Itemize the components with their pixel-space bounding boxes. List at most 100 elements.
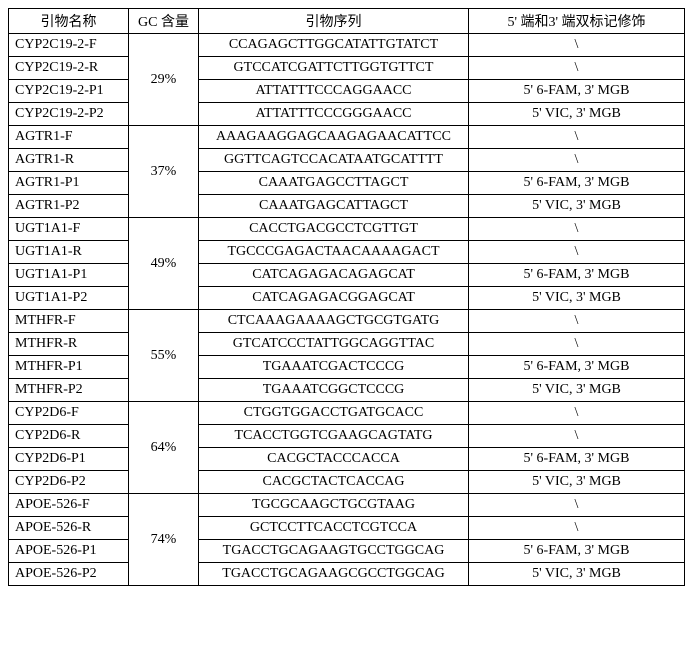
primer-name: APOE-526-F	[9, 494, 129, 517]
primer-name: CYP2D6-R	[9, 425, 129, 448]
table-row: MTHFR-F55%CTCAAAGAAAAGCTGCGTGATG\	[9, 310, 685, 333]
primer-modification: \	[469, 126, 685, 149]
primer-name: UGT1A1-P2	[9, 287, 129, 310]
primer-sequence: CTGGTGGACCTGATGCACC	[199, 402, 469, 425]
table-row: UGT1A1-F49%CACCTGACGCCTCGTTGT\	[9, 218, 685, 241]
primer-sequence: GTCATCCCTATTGGCAGGTTAC	[199, 333, 469, 356]
primer-name: AGTR1-P2	[9, 195, 129, 218]
primer-sequence: TGCCCGAGACTAACAAAAGACT	[199, 241, 469, 264]
primer-modification: \	[469, 402, 685, 425]
table-row: AGTR1-R GGTTCAGTCCACATAATGCATTTT\	[9, 149, 685, 172]
primer-name: MTHFR-P2	[9, 379, 129, 402]
primer-sequence: CAAATGAGCCTTAGCT	[199, 172, 469, 195]
table-row: MTHFR-R GTCATCCCTATTGGCAGGTTAC\	[9, 333, 685, 356]
gc-content: 49%	[129, 218, 199, 310]
primer-modification: 5' 6-FAM, 3' MGB	[469, 80, 685, 103]
primer-name: CYP2D6-F	[9, 402, 129, 425]
primer-modification: \	[469, 333, 685, 356]
primer-modification: 5' 6-FAM, 3' MGB	[469, 356, 685, 379]
table-row: UGT1A1-P2 CATCAGAGACGGAGCAT5' VIC, 3' MGB	[9, 287, 685, 310]
primer-modification: \	[469, 425, 685, 448]
primer-modification: 5' 6-FAM, 3' MGB	[469, 540, 685, 563]
primer-modification: 5' 6-FAM, 3' MGB	[469, 172, 685, 195]
primer-name: APOE-526-P1	[9, 540, 129, 563]
primer-modification: \	[469, 149, 685, 172]
primer-name: CYP2C19-2-P1	[9, 80, 129, 103]
table-row: APOE-526-P1 TGACCTGCAGAAGTGCCTGGCAG5' 6-F…	[9, 540, 685, 563]
primer-modification: 5' VIC, 3' MGB	[469, 195, 685, 218]
table-row: CYP2D6-P2 CACGCTACTCACCAG5' VIC, 3' MGB	[9, 471, 685, 494]
primer-sequence: TCACCTGGTCGAAGCAGTATG	[199, 425, 469, 448]
primer-sequence: GTCCATCGATTCTTGGTGTTCT	[199, 57, 469, 80]
primer-name: CYP2C19-2-F	[9, 34, 129, 57]
gc-content: 55%	[129, 310, 199, 402]
gc-content: 64%	[129, 402, 199, 494]
primer-modification: 5' VIC, 3' MGB	[469, 379, 685, 402]
primer-modification: \	[469, 34, 685, 57]
primer-sequence: CCAGAGCTTGGCATATTGTATCT	[199, 34, 469, 57]
primer-sequence: CACGCTACCCACCA	[199, 448, 469, 471]
primer-sequence: CACGCTACTCACCAG	[199, 471, 469, 494]
header-seq: 引物序列	[199, 9, 469, 34]
table-row: CYP2C19-2-P2 ATTATTTCCCGGGAACC5' VIC, 3' …	[9, 103, 685, 126]
header-name: 引物名称	[9, 9, 129, 34]
table-row: UGT1A1-R TGCCCGAGACTAACAAAAGACT\	[9, 241, 685, 264]
table-row: CYP2C19-2-P1 ATTATTTCCCAGGAACC5' 6-FAM, 3…	[9, 80, 685, 103]
primer-modification: 5' VIC, 3' MGB	[469, 471, 685, 494]
primer-modification: \	[469, 218, 685, 241]
table-row: UGT1A1-P1CATCAGAGACAGAGCAT5' 6-FAM, 3' M…	[9, 264, 685, 287]
table-row: APOE-526-RGCTCCTTCACCTCGTCCA\	[9, 517, 685, 540]
primer-modification: \	[469, 57, 685, 80]
primer-modification: \	[469, 517, 685, 540]
table-row: AGTR1-F37%AAAGAAGGAGCAAGAGAACATTCC\	[9, 126, 685, 149]
primer-name: CYP2C19-2-R	[9, 57, 129, 80]
primer-modification: 5' 6-FAM, 3' MGB	[469, 448, 685, 471]
primer-sequence: CAAATGAGCATTAGCT	[199, 195, 469, 218]
primer-name: APOE-526-P2	[9, 563, 129, 586]
primer-name: AGTR1-P1	[9, 172, 129, 195]
primer-modification: 5' VIC, 3' MGB	[469, 287, 685, 310]
header-row: 引物名称 GC 含量 引物序列 5' 端和3' 端双标记修饰	[9, 9, 685, 34]
primer-sequence: CATCAGAGACGGAGCAT	[199, 287, 469, 310]
primer-table: 引物名称 GC 含量 引物序列 5' 端和3' 端双标记修饰 CYP2C19-2…	[8, 8, 685, 586]
gc-content: 29%	[129, 34, 199, 126]
primer-sequence: TGACCTGCAGAAGTGCCTGGCAG	[199, 540, 469, 563]
primer-name: UGT1A1-F	[9, 218, 129, 241]
table-row: MTHFR-P2 TGAAATCGGCTCCCG5' VIC, 3' MGB	[9, 379, 685, 402]
primer-name: MTHFR-P1	[9, 356, 129, 379]
primer-modification: 5' VIC, 3' MGB	[469, 103, 685, 126]
primer-name: CYP2C19-2-P2	[9, 103, 129, 126]
table-row: AGTR1-P2 CAAATGAGCATTAGCT5' VIC, 3' MGB	[9, 195, 685, 218]
primer-modification: \	[469, 494, 685, 517]
primer-sequence: TGCGCAAGCTGCGTAAG	[199, 494, 469, 517]
table-row: CYP2D6-F64%CTGGTGGACCTGATGCACC\	[9, 402, 685, 425]
primer-name: CYP2D6-P1	[9, 448, 129, 471]
primer-sequence: AAAGAAGGAGCAAGAGAACATTCC	[199, 126, 469, 149]
primer-modification: 5' VIC, 3' MGB	[469, 563, 685, 586]
header-mod: 5' 端和3' 端双标记修饰	[469, 9, 685, 34]
primer-name: AGTR1-R	[9, 149, 129, 172]
primer-name: AGTR1-F	[9, 126, 129, 149]
table-row: CYP2C19-2-R GTCCATCGATTCTTGGTGTTCT\	[9, 57, 685, 80]
primer-sequence: TGAAATCGGCTCCCG	[199, 379, 469, 402]
primer-modification: \	[469, 241, 685, 264]
primer-sequence: ATTATTTCCCAGGAACC	[199, 80, 469, 103]
primer-sequence: TGACCTGCAGAAGCGCCTGGCAG	[199, 563, 469, 586]
primer-name: MTHFR-R	[9, 333, 129, 356]
table-row: APOE-526-F74%TGCGCAAGCTGCGTAAG\	[9, 494, 685, 517]
primer-name: UGT1A1-R	[9, 241, 129, 264]
primer-modification: 5' 6-FAM, 3' MGB	[469, 264, 685, 287]
table-row: MTHFR-P1TGAAATCGACTCCCG5' 6-FAM, 3' MGB	[9, 356, 685, 379]
primer-sequence: GGTTCAGTCCACATAATGCATTTT	[199, 149, 469, 172]
primer-modification: \	[469, 310, 685, 333]
gc-content: 74%	[129, 494, 199, 586]
primer-sequence: CACCTGACGCCTCGTTGT	[199, 218, 469, 241]
primer-sequence: ATTATTTCCCGGGAACC	[199, 103, 469, 126]
primer-name: CYP2D6-P2	[9, 471, 129, 494]
gc-content: 37%	[129, 126, 199, 218]
table-row: CYP2D6-R TCACCTGGTCGAAGCAGTATG\	[9, 425, 685, 448]
primer-sequence: GCTCCTTCACCTCGTCCA	[199, 517, 469, 540]
primer-sequence: CTCAAAGAAAAGCTGCGTGATG	[199, 310, 469, 333]
table-row: CYP2D6-P1 CACGCTACCCACCA5' 6-FAM, 3' MGB	[9, 448, 685, 471]
primer-sequence: CATCAGAGACAGAGCAT	[199, 264, 469, 287]
